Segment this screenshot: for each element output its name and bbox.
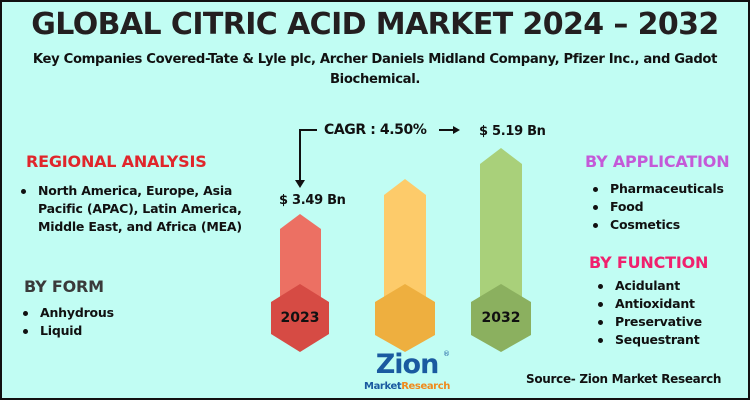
list-item: Cosmetics [588,216,748,234]
application-list: Pharmaceuticals Food Cosmetics [588,180,748,234]
bar-2032-hexagon [471,284,531,352]
bar-mid-hexagon [375,284,435,352]
bar-2023-hexagon [271,284,329,352]
by-application-heading: BY APPLICATION [585,152,730,171]
bar-mid-arrow [384,179,426,302]
form-list: Anhydrous Liquid [18,304,218,340]
page-title: GLOBAL CITRIC ACID MARKET 2024 – 2032 [31,7,719,42]
logo-wordmark: Zion [375,349,440,380]
list-item: Antioxidant [593,295,748,313]
cagr-label: CAGR : 4.50% [324,122,427,138]
regional-list: North America, Europe, Asia Pacific (APA… [16,182,261,236]
by-function-heading: BY FUNCTION [589,253,709,272]
logo-tagline: MarketResearch [364,381,450,392]
list-item: Sequestrant [593,331,748,349]
list-item: Pharmaceuticals [588,180,748,198]
registered-mark-icon: ® [443,350,450,358]
start-value-label: $ 3.49 Bn [279,193,346,208]
bar-2032-arrow [480,148,522,302]
source-credit: Source- Zion Market Research [526,372,722,386]
list-item: Acidulant [593,277,748,295]
by-form-heading: BY FORM [24,277,104,296]
list-item: Liquid [18,322,218,340]
list-item: Preservative [593,313,748,331]
regional-analysis-heading: REGIONAL ANALYSIS [26,152,207,171]
year-2032-label: 2032 [481,310,521,326]
zion-logo: Zion ® MarketResearch [362,350,452,398]
list-item: Anhydrous [18,304,218,322]
year-2023-label: 2023 [280,310,320,326]
list-item: Food [588,198,748,216]
key-companies-subtitle: Key Companies Covered-Tate & Lyle plc, A… [32,52,718,87]
list-item: North America, Europe, Asia Pacific (APA… [16,182,261,236]
end-value-label: $ 5.19 Bn [479,124,546,139]
down-arrow-icon [299,129,317,182]
bar-2023-arrow [280,214,321,302]
function-list: Acidulant Antioxidant Preservative Seque… [593,277,748,349]
